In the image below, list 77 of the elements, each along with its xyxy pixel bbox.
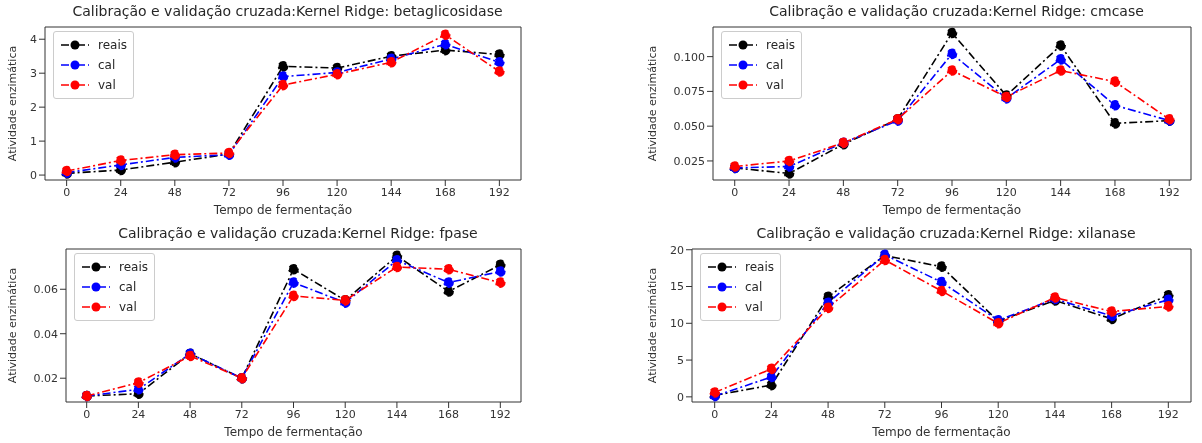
x-tick-label: 0: [711, 407, 719, 421]
x-tick-label: 72: [890, 185, 905, 199]
chart-title: Calibração e validação cruzada:Kernel Ridge: fpase: [117, 224, 479, 243]
x-tick-label: 192: [1158, 185, 1180, 199]
x-tick-label: 24: [764, 407, 779, 421]
y-tick-label: 0.04: [33, 327, 58, 341]
x-tick-label: 144: [386, 407, 408, 421]
y-tick-label: 0.06: [33, 283, 58, 297]
y-tick-label: 4: [30, 33, 37, 47]
x-tick-label: 48: [183, 407, 198, 421]
x-axis-title: Tempo de fermentação: [223, 425, 363, 439]
x-tick-label: 0: [83, 407, 91, 421]
x-tick-label: 168: [438, 407, 460, 421]
x-tick-label: 144: [380, 185, 402, 199]
legend-label: val: [119, 300, 137, 314]
x-axis-title: Tempo de fermentação: [871, 425, 1011, 439]
x-tick-label: 168: [1101, 407, 1123, 421]
y-axis-title: Atividade enzimática: [5, 45, 19, 162]
y-tick-label: 0: [30, 168, 37, 182]
x-axis-title: Tempo de fermentação: [212, 203, 353, 217]
legend-label: reais: [766, 38, 795, 52]
legend-label: cal: [119, 280, 137, 294]
x-tick-label: 192: [1157, 407, 1179, 421]
y-tick-label: 0: [677, 390, 684, 404]
x-tick-label: 168: [1104, 185, 1126, 199]
legend-label: reais: [98, 38, 127, 52]
x-tick-label: 72: [221, 185, 236, 199]
x-tick-label: 96: [286, 407, 301, 421]
x-tick-label: 120: [334, 407, 356, 421]
x-tick-label: 0: [63, 185, 71, 199]
x-tick-label: 120: [987, 407, 1009, 421]
x-tick-label: 48: [167, 185, 182, 199]
y-tick-label: 10: [670, 317, 684, 331]
y-tick-label: 0.025: [673, 154, 705, 168]
x-tick-label: 192: [489, 407, 511, 421]
y-tick-label: 5: [677, 353, 684, 367]
y-tick-label: 3: [30, 67, 37, 81]
chart-title: Calibração e validação cruzada:Kernel Ridge: xilanase: [755, 224, 1137, 243]
x-tick-label: 24: [113, 185, 128, 199]
legend-label: cal: [98, 58, 116, 72]
y-tick-label: 1: [30, 135, 37, 149]
legend-label: reais: [745, 260, 774, 274]
x-tick-label: 24: [131, 407, 146, 421]
x-tick-label: 96: [945, 185, 959, 199]
legend-label: val: [745, 300, 763, 314]
legend-label: val: [766, 78, 784, 92]
x-tick-label: 144: [1050, 185, 1072, 199]
y-tick-label: 0.075: [673, 85, 705, 99]
y-tick-label: 20: [670, 243, 684, 257]
y-tick-label: 15: [670, 280, 684, 294]
x-tick-label: 144: [1044, 407, 1066, 421]
x-tick-label: 72: [877, 407, 892, 421]
legend-label: reais: [119, 260, 148, 274]
x-tick-label: 120: [326, 185, 348, 199]
y-tick-label: 2: [30, 101, 37, 115]
y-axis-title: Atividade enzimática: [5, 267, 19, 384]
legend-label: val: [98, 78, 116, 92]
x-tick-label: 96: [934, 407, 949, 421]
x-tick-label: 48: [821, 407, 836, 421]
x-tick-label: 96: [276, 185, 290, 199]
chart-title: Calibração e validação cruzada:Kernel Ridge: betaglicosidase: [71, 2, 504, 21]
y-tick-label: 0.02: [33, 372, 58, 386]
x-tick-label: 168: [434, 185, 456, 199]
y-tick-label: 0.100: [673, 50, 705, 64]
x-tick-label: 192: [488, 185, 510, 199]
chart-title: Calibração e validação cruzada:Kernel Ridge: cmcase: [768, 2, 1145, 21]
x-tick-label: 120: [995, 185, 1017, 199]
x-tick-label: 48: [836, 185, 851, 199]
x-axis-title: Tempo de fermentação: [881, 203, 1022, 217]
x-tick-label: 24: [782, 185, 797, 199]
y-axis-title: Atividade enzimática: [645, 267, 659, 384]
x-tick-label: 72: [234, 407, 249, 421]
legend-label: cal: [766, 58, 784, 72]
y-tick-label: 0.050: [673, 120, 705, 134]
y-axis-title: Atividade enzimática: [645, 45, 659, 162]
x-tick-label: 0: [731, 185, 739, 199]
legend-label: cal: [745, 280, 763, 294]
